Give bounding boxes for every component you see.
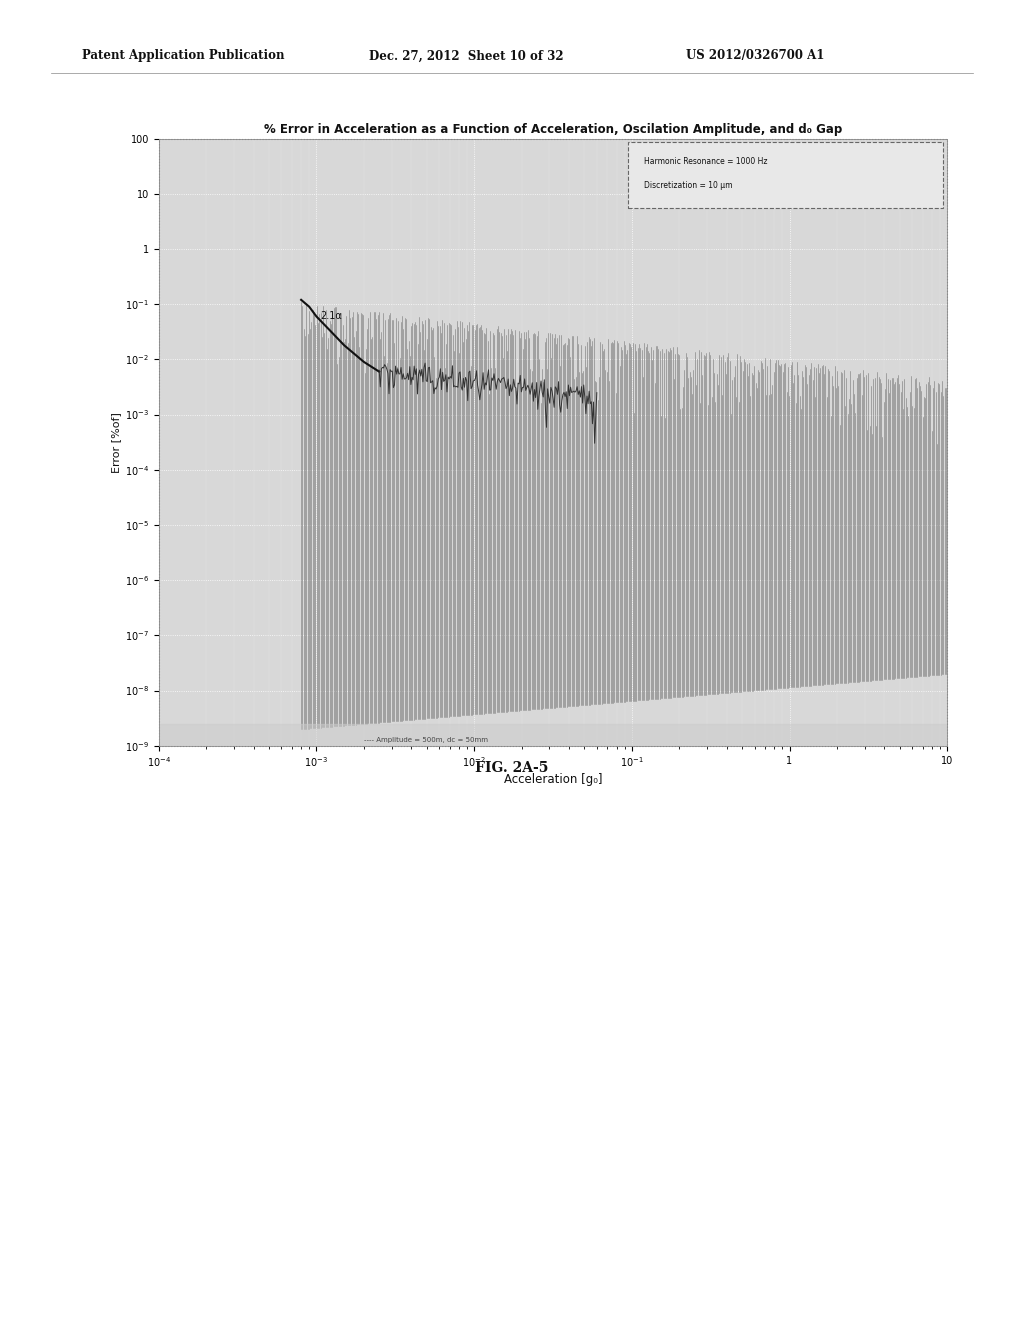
Text: ---- Amplitude = 500m, dc = 50mm: ---- Amplitude = 500m, dc = 50mm	[364, 737, 487, 743]
Text: Harmonic Resonance = 1000 Hz: Harmonic Resonance = 1000 Hz	[644, 157, 767, 166]
Text: FIG. 2A-5: FIG. 2A-5	[475, 762, 549, 775]
Title: % Error in Acceleration as a Function of Acceleration, Oscilation Amplitude, and: % Error in Acceleration as a Function of…	[264, 123, 842, 136]
Text: Patent Application Publication: Patent Application Publication	[82, 49, 285, 62]
Text: US 2012/0326700 A1: US 2012/0326700 A1	[686, 49, 824, 62]
Text: Dec. 27, 2012  Sheet 10 of 32: Dec. 27, 2012 Sheet 10 of 32	[369, 49, 563, 62]
X-axis label: Acceleration [g₀]: Acceleration [g₀]	[504, 774, 602, 787]
Text: Discretization = 10 μm: Discretization = 10 μm	[644, 181, 732, 190]
Bar	[159, 723, 947, 746]
Y-axis label: Error [%of]: Error [%of]	[111, 412, 121, 473]
Text: 2.1α: 2.1α	[319, 310, 342, 321]
FancyBboxPatch shape	[628, 141, 943, 209]
